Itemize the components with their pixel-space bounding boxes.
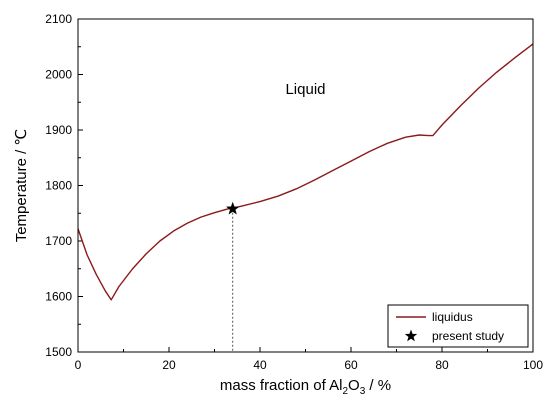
y-tick-label: 2100 — [45, 12, 72, 26]
liquidus-line — [77, 43, 534, 301]
x-tick-label: 40 — [253, 358, 267, 372]
legend-present-study-label: present study — [432, 329, 504, 343]
x-axis-title-sub1: 2 — [342, 386, 348, 397]
x-tick-label: 100 — [523, 358, 543, 372]
legend-liquidus-label: liquidus — [432, 310, 473, 324]
y-tick-label: 1900 — [45, 123, 72, 137]
y-tick-label: 1800 — [45, 179, 72, 193]
y-tick-label: 1600 — [45, 290, 72, 304]
annotation-liquid: Liquid — [285, 81, 325, 98]
y-tick-label: 1500 — [45, 345, 72, 359]
x-tick-label: 80 — [435, 358, 449, 372]
present-study-star-marker — [226, 201, 240, 215]
y-tick-label: 2000 — [45, 68, 72, 82]
x-tick-label: 0 — [75, 358, 82, 372]
x-axis-title: mass fraction of Al2O3 / % — [220, 377, 391, 397]
series-layer — [77, 43, 534, 352]
legend-box — [387, 304, 529, 348]
y-axis-title: Temperature / ℃ — [13, 129, 30, 243]
plot-frame — [77, 18, 534, 353]
legend: liquidus present study — [387, 304, 529, 348]
x-tick-label: 20 — [162, 358, 176, 372]
legend-star-icon — [404, 329, 418, 342]
x-tick-label: 60 — [344, 358, 358, 372]
x-axis-title-mid: O — [348, 377, 360, 394]
y-tick-label: 1700 — [45, 234, 72, 248]
x-axis-title-suffix: / % — [365, 377, 391, 394]
x-axis-title-prefix: mass fraction of Al — [220, 377, 343, 394]
x-axis-title-sub2: 3 — [360, 386, 366, 397]
